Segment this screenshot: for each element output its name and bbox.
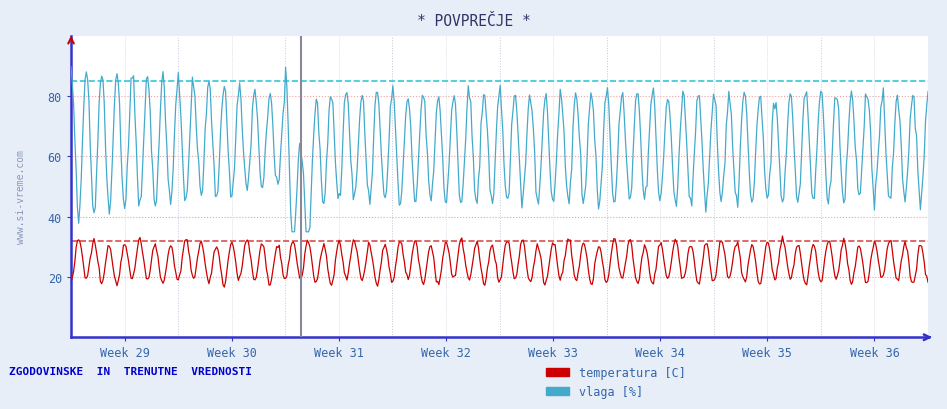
Legend: temperatura [C], vlaga [%]: temperatura [C], vlaga [%]: [541, 362, 690, 403]
Text: www.si-vreme.com: www.si-vreme.com: [16, 149, 26, 243]
Text: * POVPREČJE *: * POVPREČJE *: [417, 14, 530, 29]
Text: ZGODOVINSKE  IN  TRENUTNE  VREDNOSTI: ZGODOVINSKE IN TRENUTNE VREDNOSTI: [9, 366, 253, 376]
